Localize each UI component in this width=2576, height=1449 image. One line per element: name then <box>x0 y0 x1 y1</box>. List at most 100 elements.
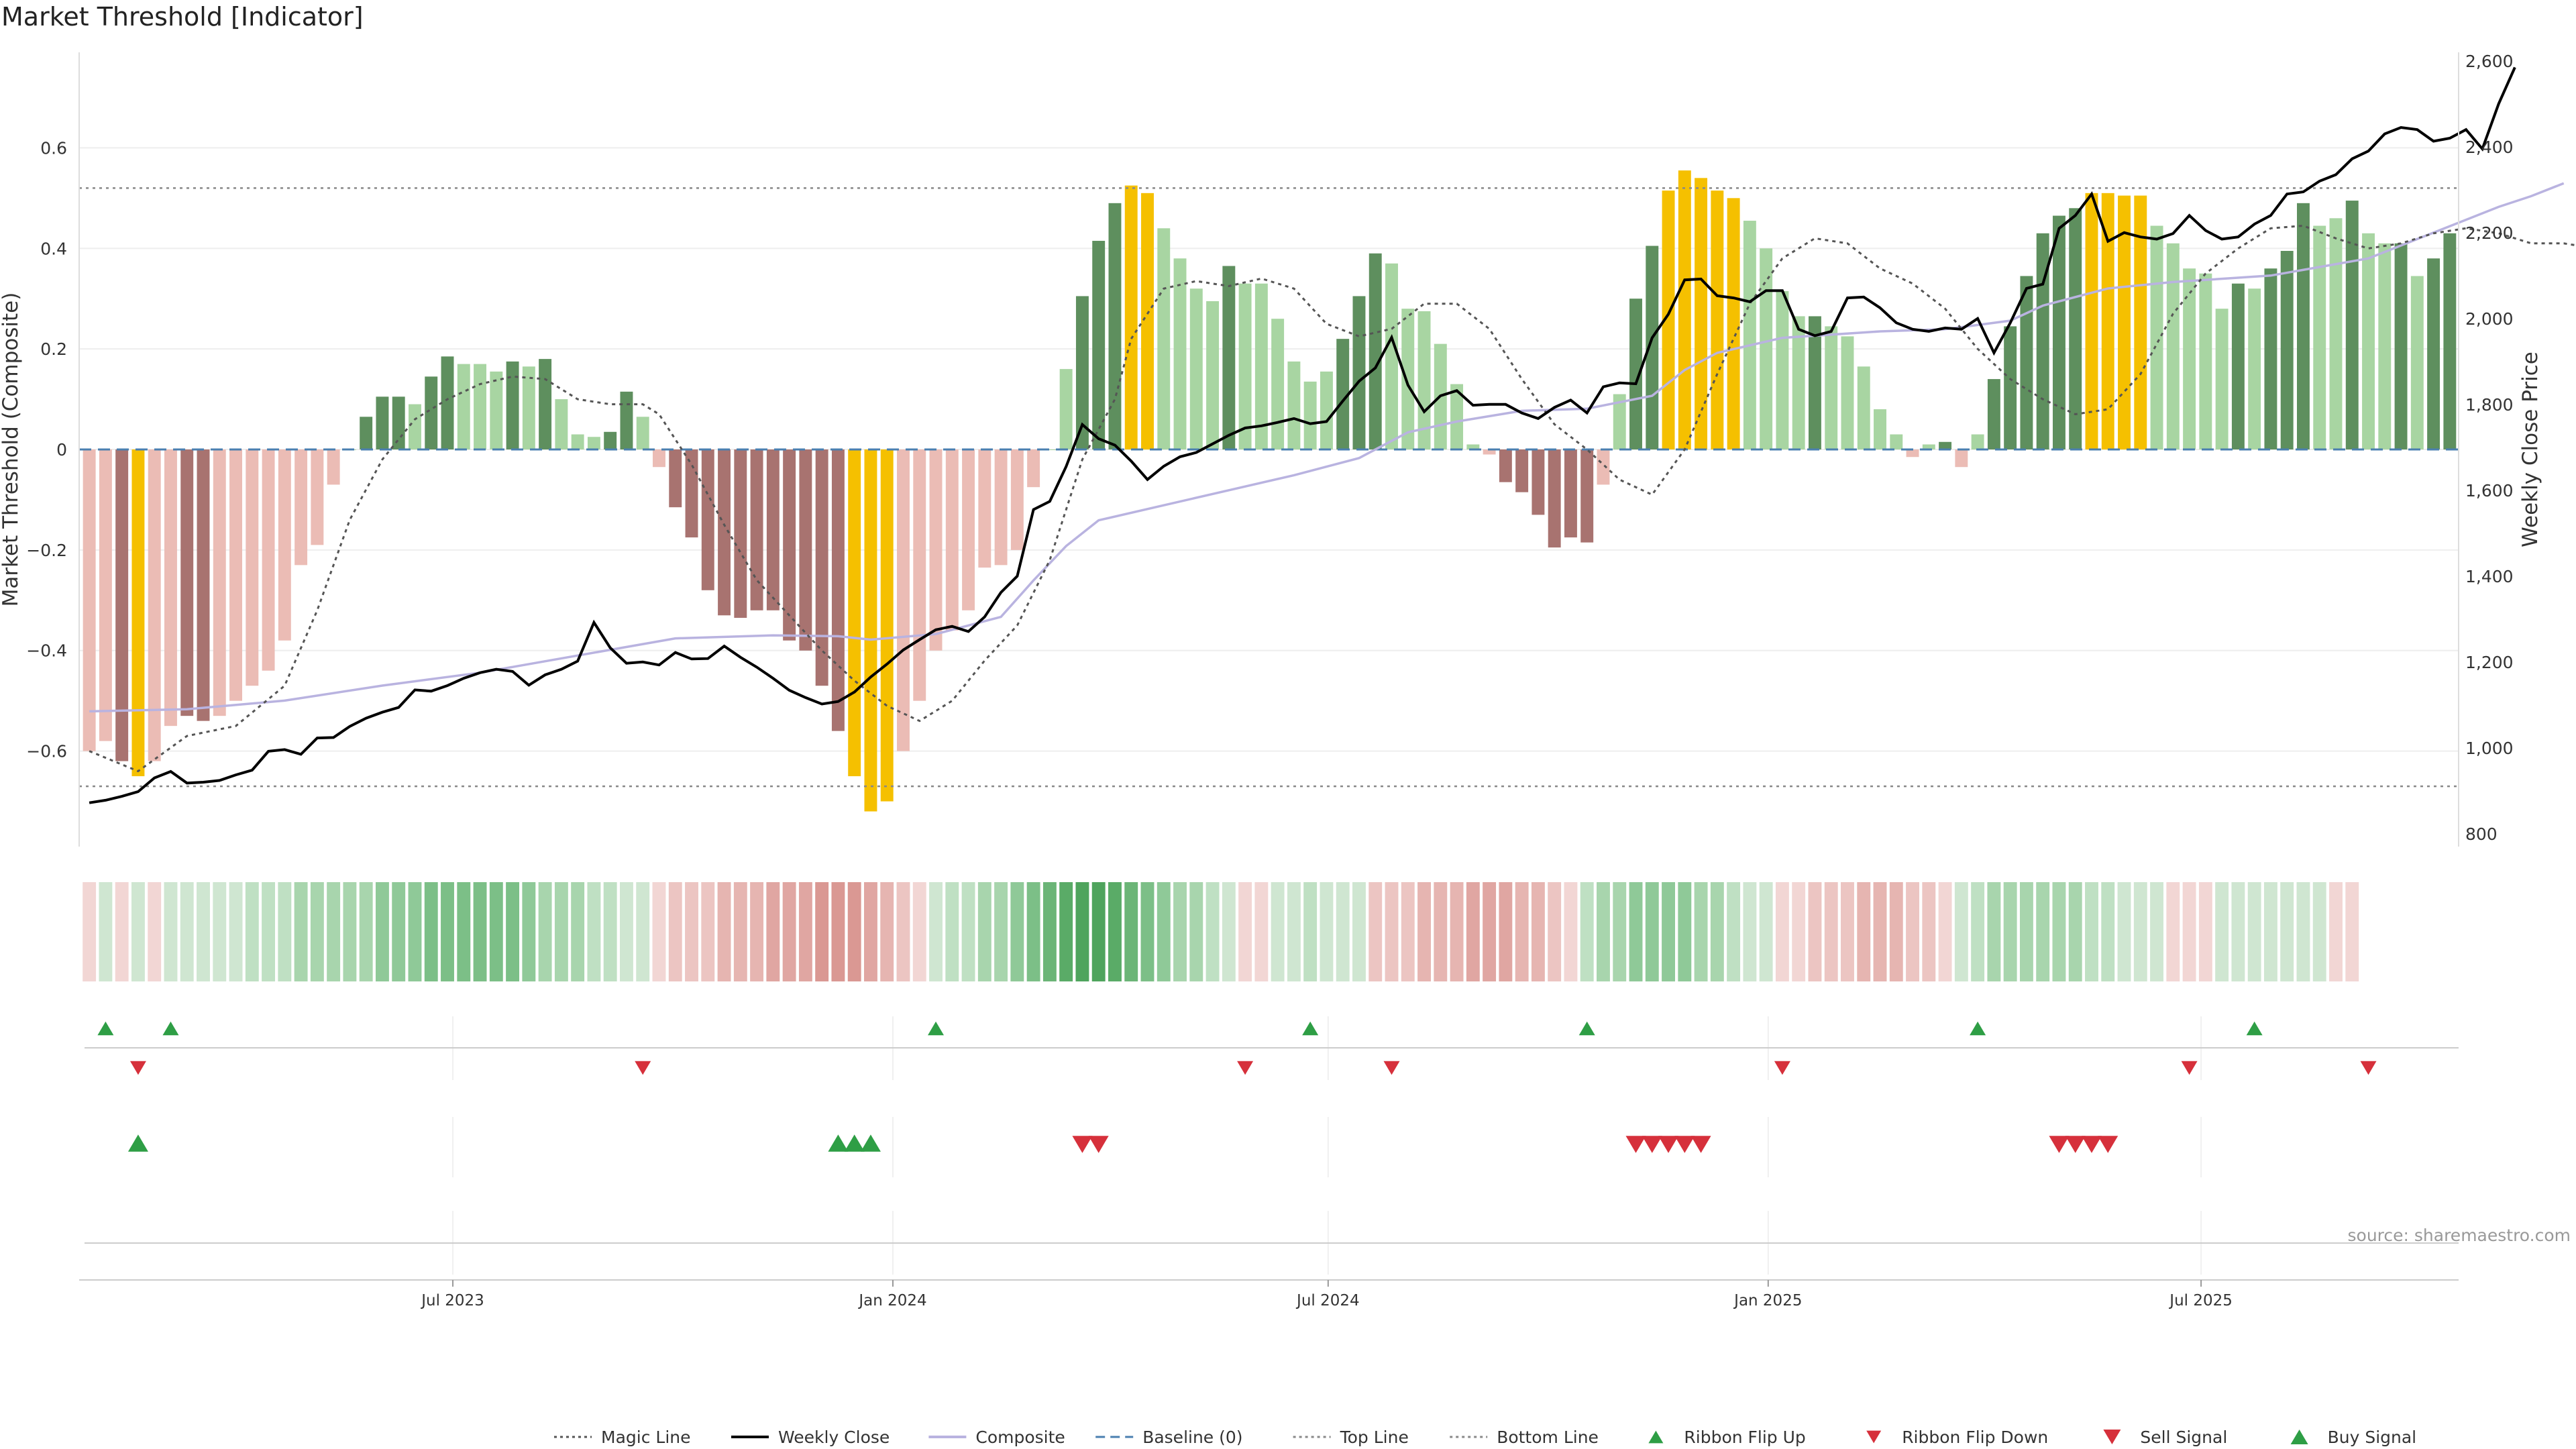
strip-cell <box>506 882 520 981</box>
strip-cell <box>522 882 536 981</box>
x-tick-label: Jul 2023 <box>420 1292 484 1309</box>
x-tick-label: Jul 2025 <box>2168 1292 2233 1309</box>
strip-cell <box>2231 882 2245 981</box>
strip-cell <box>619 882 633 981</box>
strip-cell <box>1368 882 1383 981</box>
composite-bar <box>1629 299 1642 449</box>
composite-bar <box>506 361 519 449</box>
legend-swatch <box>1866 1430 1882 1444</box>
y2-tick-label: 1,800 <box>2465 395 2514 415</box>
composite-bar <box>2329 218 2343 449</box>
composite-bar <box>2020 276 2033 449</box>
strip-cell <box>131 882 145 981</box>
composite-bar <box>1222 266 1236 449</box>
composite-bar <box>913 449 926 701</box>
y2-tick-label: 2,400 <box>2465 138 2514 157</box>
ribbon-flip-down-marker <box>635 1061 651 1075</box>
strip-cell <box>896 882 910 981</box>
strip-cell <box>83 882 97 981</box>
composite-bar <box>1320 371 1333 449</box>
composite-bar <box>2378 243 2392 449</box>
y-axis-label: Market Threshold (Composite) <box>0 292 23 607</box>
strip-cell <box>1059 882 1073 981</box>
composite-bar <box>2215 309 2229 449</box>
legend-item: Weekly Close <box>731 1428 890 1447</box>
sell-signal-marker <box>1674 1136 1695 1153</box>
composite-bar <box>409 404 421 449</box>
strip-cell <box>1662 882 1675 981</box>
strip-cell <box>2247 882 2261 981</box>
legend-label: Ribbon Flip Down <box>1902 1428 2048 1447</box>
strip-cell <box>1759 882 1773 981</box>
composite-bar <box>897 449 910 751</box>
strip-cell <box>847 882 861 981</box>
strip-cell <box>1385 882 1399 981</box>
composite-bar <box>734 449 747 619</box>
strip-cell <box>1727 882 1741 981</box>
strip-cell <box>180 882 194 981</box>
composite-bar <box>294 449 308 566</box>
strip-cell <box>1352 882 1366 981</box>
composite-bar <box>750 449 763 610</box>
strip-cell <box>1987 882 2001 981</box>
strip-cell <box>359 882 373 981</box>
strip-cell <box>2166 882 2180 981</box>
buy-signal-marker <box>860 1134 881 1152</box>
strip-cell <box>766 882 780 981</box>
x-tick-label: Jul 2024 <box>1295 1292 1360 1309</box>
legend-item: Ribbon Flip Up <box>1648 1428 1806 1447</box>
composite-bar <box>799 449 812 651</box>
ribbon-flip-up-marker <box>1970 1021 1986 1036</box>
composite-bar <box>1971 434 1984 449</box>
strip-cell <box>1189 882 1203 981</box>
composite-bar <box>1597 449 1610 485</box>
strip-cell <box>685 882 698 981</box>
legend-item: Buy Signal <box>2290 1428 2416 1447</box>
strip-cell <box>457 882 471 981</box>
strip-cell <box>2003 882 2017 981</box>
legend-item: Magic Line <box>554 1428 691 1447</box>
strip-cell <box>538 882 552 981</box>
strip-cell <box>945 882 959 981</box>
composite-bar <box>1206 301 1220 449</box>
composite-bar <box>848 449 861 777</box>
strip-cell <box>2215 882 2229 981</box>
composite-bar <box>148 449 161 761</box>
composite-bar <box>1141 193 1154 449</box>
composite-bar <box>1401 309 1415 449</box>
strip-cell <box>310 882 324 981</box>
sell-signal-marker <box>1625 1136 1646 1153</box>
composite-bar <box>1303 381 1317 449</box>
strip-cell <box>1026 882 1040 981</box>
legend-swatch <box>1648 1430 1664 1444</box>
composite-bar <box>1743 221 1756 449</box>
weekly-close-line <box>89 66 2516 804</box>
composite-bar <box>376 396 389 449</box>
composite-bar <box>571 434 584 449</box>
strip-cell <box>701 882 715 981</box>
source-note: source: sharemaestro.com <box>2348 1226 2571 1245</box>
strip-cell <box>229 882 243 981</box>
strip-cell <box>1775 882 1789 981</box>
composite-line <box>89 182 2565 713</box>
strip-cell <box>977 882 991 981</box>
signals-panel <box>85 1016 2459 1275</box>
strip-cell <box>2345 882 2359 981</box>
y-tick-label: 0.2 <box>40 339 67 359</box>
composite-bar <box>1124 185 1138 449</box>
composite-bar <box>197 449 210 721</box>
composite-bar <box>164 449 177 727</box>
composite-bar <box>1352 296 1366 449</box>
composite-bar <box>1515 449 1529 492</box>
strip-cell <box>1108 882 1122 981</box>
strip-cell <box>1841 882 1854 981</box>
sell-signal-marker <box>1690 1136 1711 1153</box>
strip-cell <box>2329 882 2343 981</box>
strip-cell <box>1971 882 1985 981</box>
composite-bar <box>2036 233 2049 449</box>
composite-bar <box>2134 195 2147 449</box>
composite-bar <box>522 366 535 449</box>
composite-bar <box>2264 268 2277 449</box>
composite-bar <box>1890 434 1903 449</box>
legend-item: Composite <box>928 1428 1065 1447</box>
